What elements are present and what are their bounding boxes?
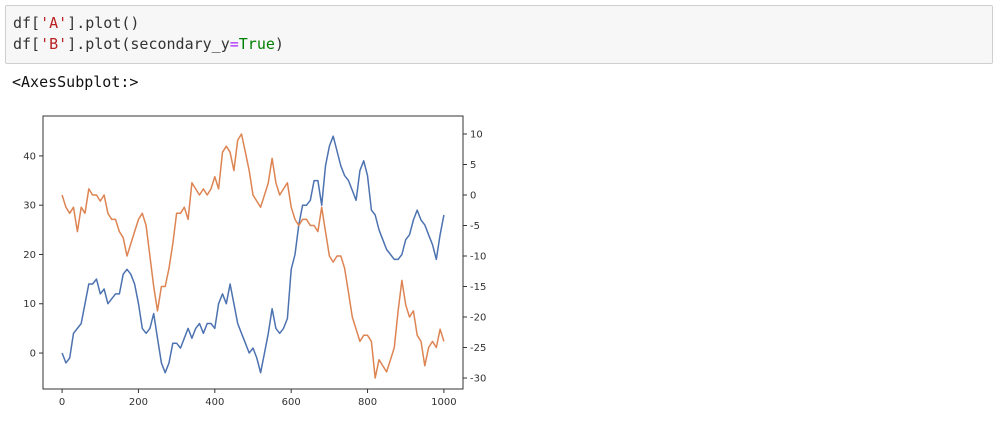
y-tick-label: 10 xyxy=(23,299,36,310)
x-tick-label: 800 xyxy=(358,397,377,408)
y2-tick-label: -30 xyxy=(470,374,486,385)
code-token: ) xyxy=(274,35,284,53)
code-operator: = xyxy=(229,35,239,53)
y-tick-label: 20 xyxy=(23,250,36,261)
y-tick-label: 40 xyxy=(23,151,36,162)
code-string: 'B' xyxy=(40,35,68,53)
y2-tick-label: 10 xyxy=(470,129,483,140)
y2-tick-label: -10 xyxy=(470,252,486,263)
x-tick-label: 200 xyxy=(129,397,148,408)
y2-tick-label: 0 xyxy=(470,191,476,202)
code-token: df[ xyxy=(13,14,41,32)
code-editor[interactable]: df['A'].plot() df['B'].plot(secondary_y=… xyxy=(13,13,284,55)
y2-tick-label: -20 xyxy=(470,313,486,324)
series-a-line xyxy=(61,135,445,374)
cell-output-text: <AxesSubplot:> xyxy=(12,73,139,91)
y2-tick-label: -5 xyxy=(470,221,480,232)
series-b-line xyxy=(61,133,445,379)
y2-tick-label: -15 xyxy=(470,282,486,293)
y2-tick-label: -25 xyxy=(470,343,486,354)
code-token: ].plot(secondary_y xyxy=(67,35,230,53)
y2-tick-label: 5 xyxy=(470,160,476,171)
code-token: ].plot() xyxy=(67,14,140,32)
code-string: 'A' xyxy=(40,14,68,32)
x-tick-label: 600 xyxy=(282,397,301,408)
y-tick-label: 0 xyxy=(30,349,36,360)
y-tick-label: 30 xyxy=(23,201,36,212)
x-tick-label: 1000 xyxy=(431,397,456,408)
code-token: df[ xyxy=(13,35,41,53)
code-keyword: True xyxy=(238,35,275,53)
x-tick-label: 0 xyxy=(59,397,65,408)
plot-frame xyxy=(42,115,464,390)
code-cell[interactable]: df['A'].plot() df['B'].plot(secondary_y=… xyxy=(5,5,993,64)
x-tick-label: 400 xyxy=(205,397,224,408)
